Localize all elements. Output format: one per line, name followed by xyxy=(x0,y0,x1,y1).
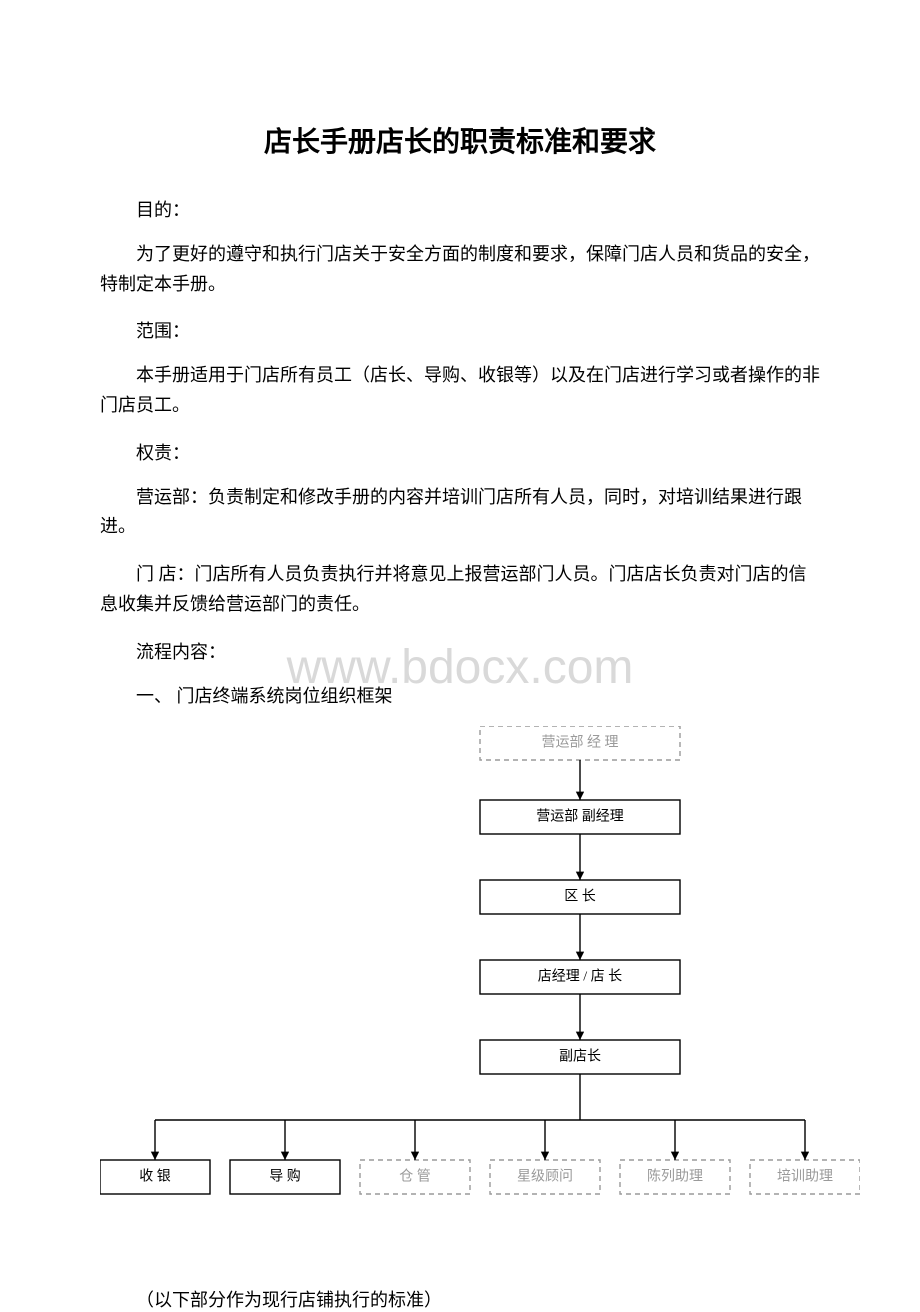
org-node-label: 营运部 经 理 xyxy=(542,734,619,750)
org-chart-container: 营运部 经 理营运部 副经理区 长店经理 / 店 长副店长收 银 导 购 仓 管 星级… xyxy=(100,726,820,1246)
purpose-text: 为了更好的遵守和执行门店关于安全方面的制度和要求，保障门店人员和货品的安全，特制… xyxy=(100,240,820,299)
page-title: 店长手册店长的职责标准和要求 xyxy=(100,120,820,160)
flow-label: 流程内容： xyxy=(100,638,820,664)
flow-heading: 一、 门店终端系统岗位组织框架 xyxy=(100,682,820,708)
duty-label: 权责： xyxy=(100,439,820,465)
org-node-label: 收 银 xyxy=(139,1168,171,1184)
org-chart-svg: 营运部 经 理营运部 副经理区 长店经理 / 店 长副店长收 银 导 购 仓 管 星级… xyxy=(100,726,860,1206)
org-node-label: 店经理 / 店 长 xyxy=(538,968,622,984)
org-node-label: 培训助理 xyxy=(777,1168,833,1184)
org-node-label: 副店长 xyxy=(559,1048,601,1064)
org-node-label: 区 长 xyxy=(564,888,596,904)
org-node-label: 星级顾问 xyxy=(517,1168,573,1184)
org-node-label: 营运部 副经理 xyxy=(536,808,624,824)
org-node-label: 仓 管 xyxy=(399,1168,431,1184)
scope-text: 本手册适用于门店所有员工（店长、导购、收银等）以及在门店进行学习或者操作的非门店… xyxy=(100,361,820,420)
duty-text-2: 门 店：门店所有人员负责执行并将意见上报营运部门人员。门店店长负责对门店的信息收… xyxy=(100,560,820,619)
footnote-text: （以下部分作为现行店铺执行的标准） xyxy=(100,1286,820,1312)
org-node-label: 导 购 xyxy=(269,1168,301,1184)
org-node-label: 陈列助理 xyxy=(647,1167,703,1184)
scope-label: 范围： xyxy=(100,317,820,343)
purpose-label: 目的： xyxy=(100,196,820,222)
duty-text-1: 营运部：负责制定和修改手册的内容并培训门店所有人员，同时，对培训结果进行跟进。 xyxy=(100,483,820,542)
